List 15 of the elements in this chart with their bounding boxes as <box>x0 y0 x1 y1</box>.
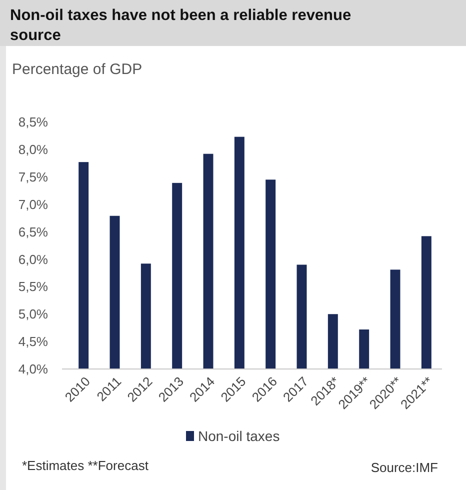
chart-subtitle: Percentage of GDP <box>12 61 142 78</box>
y-tick-label: 5,5% <box>18 279 48 294</box>
y-tick-label: 7,5% <box>18 169 48 184</box>
source-note: Source:IMF <box>370 460 438 475</box>
y-tick-label: 5,0% <box>18 306 48 322</box>
y-tick-label: 6,5% <box>18 224 48 240</box>
y-tick-label: 4,0% <box>18 362 48 377</box>
legend-label: Non-oil taxes <box>198 428 280 444</box>
y-tick-label: 8,0% <box>18 142 48 157</box>
text: *Estimates **Forecast <box>22 458 149 473</box>
y-tick-label: 8,5% <box>18 114 48 130</box>
chart-title: Non-oil taxes have not been a reliable revenue source <box>10 7 352 44</box>
y-tick-label: 7,0% <box>18 196 48 212</box>
y-tick-label: 6,0% <box>18 252 48 267</box>
y-tick-label: 4,5% <box>18 334 48 350</box>
